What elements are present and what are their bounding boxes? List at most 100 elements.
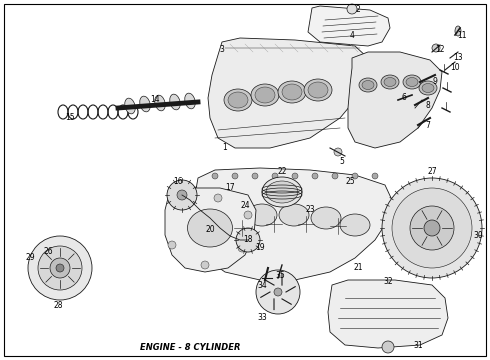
Ellipse shape bbox=[359, 78, 377, 92]
Text: 8: 8 bbox=[426, 100, 430, 109]
Text: 33: 33 bbox=[257, 314, 267, 323]
Ellipse shape bbox=[308, 82, 328, 98]
Circle shape bbox=[274, 288, 282, 296]
Circle shape bbox=[252, 173, 258, 179]
Circle shape bbox=[178, 201, 186, 209]
Circle shape bbox=[56, 264, 64, 272]
Circle shape bbox=[50, 258, 70, 278]
Ellipse shape bbox=[403, 75, 421, 89]
Circle shape bbox=[28, 236, 92, 300]
Text: 26: 26 bbox=[43, 248, 53, 256]
Ellipse shape bbox=[304, 79, 332, 101]
Polygon shape bbox=[308, 6, 390, 46]
Text: 7: 7 bbox=[425, 122, 430, 130]
Polygon shape bbox=[193, 168, 392, 280]
Polygon shape bbox=[208, 38, 368, 148]
Text: 29: 29 bbox=[25, 253, 35, 262]
Circle shape bbox=[312, 173, 318, 179]
Text: 24: 24 bbox=[240, 201, 250, 210]
Text: 20: 20 bbox=[205, 225, 215, 234]
Circle shape bbox=[382, 178, 482, 278]
Polygon shape bbox=[328, 280, 448, 348]
Text: ENGINE - 8 CYLINDER: ENGINE - 8 CYLINDER bbox=[140, 343, 240, 352]
Circle shape bbox=[201, 261, 209, 269]
Text: 18: 18 bbox=[243, 235, 253, 244]
Text: 4: 4 bbox=[349, 31, 354, 40]
Ellipse shape bbox=[266, 181, 298, 203]
Text: 25: 25 bbox=[345, 177, 355, 186]
Ellipse shape bbox=[384, 77, 396, 86]
Circle shape bbox=[432, 44, 440, 52]
Circle shape bbox=[168, 241, 176, 249]
Ellipse shape bbox=[255, 87, 275, 103]
Circle shape bbox=[256, 270, 300, 314]
Text: 23: 23 bbox=[305, 206, 315, 215]
Text: 16: 16 bbox=[173, 177, 183, 186]
Text: 27: 27 bbox=[427, 167, 437, 176]
Circle shape bbox=[352, 173, 358, 179]
Circle shape bbox=[424, 220, 440, 236]
Text: 11: 11 bbox=[457, 31, 467, 40]
Text: 2: 2 bbox=[356, 5, 360, 14]
Ellipse shape bbox=[224, 89, 252, 111]
Text: 34: 34 bbox=[257, 280, 267, 289]
Ellipse shape bbox=[215, 209, 245, 231]
Text: 14: 14 bbox=[150, 95, 160, 104]
Circle shape bbox=[177, 190, 187, 200]
Circle shape bbox=[212, 173, 218, 179]
Text: 10: 10 bbox=[450, 63, 460, 72]
Text: 15: 15 bbox=[65, 113, 75, 122]
Ellipse shape bbox=[228, 92, 248, 108]
Text: 22: 22 bbox=[277, 167, 287, 176]
Text: 21: 21 bbox=[353, 264, 363, 273]
Polygon shape bbox=[165, 188, 256, 272]
Circle shape bbox=[332, 173, 338, 179]
Ellipse shape bbox=[455, 26, 461, 36]
Text: 6: 6 bbox=[402, 94, 406, 103]
Ellipse shape bbox=[140, 96, 150, 112]
Text: 5: 5 bbox=[340, 158, 344, 166]
Circle shape bbox=[347, 4, 357, 14]
Circle shape bbox=[382, 341, 394, 353]
Ellipse shape bbox=[279, 204, 309, 226]
Circle shape bbox=[334, 148, 342, 156]
Ellipse shape bbox=[251, 84, 279, 106]
Text: 32: 32 bbox=[383, 278, 393, 287]
Circle shape bbox=[38, 246, 82, 290]
Text: 1: 1 bbox=[222, 144, 227, 153]
Ellipse shape bbox=[247, 204, 277, 226]
Circle shape bbox=[238, 244, 246, 252]
Ellipse shape bbox=[185, 93, 195, 109]
Ellipse shape bbox=[406, 77, 418, 86]
Circle shape bbox=[232, 173, 238, 179]
Text: 3: 3 bbox=[220, 45, 224, 54]
Ellipse shape bbox=[170, 94, 180, 110]
Text: 31: 31 bbox=[413, 341, 423, 350]
Ellipse shape bbox=[419, 81, 437, 95]
Ellipse shape bbox=[381, 75, 399, 89]
Text: 19: 19 bbox=[255, 243, 265, 252]
Polygon shape bbox=[348, 52, 442, 148]
Circle shape bbox=[392, 188, 472, 268]
Ellipse shape bbox=[282, 84, 302, 100]
Ellipse shape bbox=[188, 209, 232, 247]
Circle shape bbox=[167, 180, 197, 210]
Ellipse shape bbox=[278, 81, 306, 103]
Circle shape bbox=[244, 211, 252, 219]
Circle shape bbox=[292, 173, 298, 179]
Ellipse shape bbox=[311, 207, 341, 229]
Text: 12: 12 bbox=[435, 45, 445, 54]
Ellipse shape bbox=[422, 84, 434, 93]
Ellipse shape bbox=[340, 214, 370, 236]
Circle shape bbox=[236, 228, 260, 252]
Text: 13: 13 bbox=[453, 54, 463, 63]
Ellipse shape bbox=[125, 98, 135, 114]
Circle shape bbox=[410, 206, 454, 250]
Ellipse shape bbox=[262, 177, 302, 207]
Text: 28: 28 bbox=[53, 301, 63, 310]
Text: 9: 9 bbox=[433, 77, 438, 86]
Ellipse shape bbox=[155, 95, 165, 111]
Text: 30: 30 bbox=[473, 230, 483, 239]
Text: 35: 35 bbox=[275, 270, 285, 279]
Circle shape bbox=[272, 173, 278, 179]
